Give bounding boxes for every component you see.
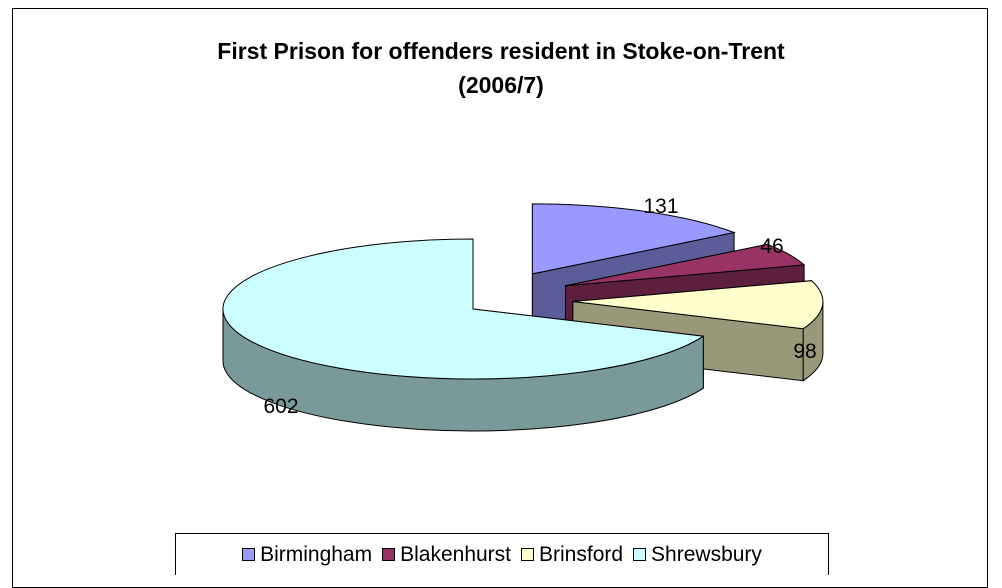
legend-swatch-brinsford [521,548,535,561]
data-label-brinsford: 98 [793,340,816,363]
data-label-blakenhurst: 46 [760,235,783,258]
legend-label-birmingham: Birmingham [260,542,373,566]
legend-swatch-birmingham [242,548,256,561]
legend-item-blakenhurst: Blakenhurst [382,543,511,567]
chart-title-line2: (2006/7) [458,72,544,98]
data-label-birmingham: 131 [643,195,678,218]
data-label-shrewsbury: 602 [263,395,298,418]
chart-legend: Birmingham Blakenhurst Brinsford Shrewsbury [175,533,829,575]
legend-swatch-shrewsbury [633,548,647,561]
legend-label-shrewsbury: Shrewsbury [651,542,762,566]
legend-item-brinsford: Brinsford [521,543,623,567]
chart-frame [12,8,988,588]
legend-label-brinsford: Brinsford [539,542,624,566]
legend-label-blakenhurst: Blakenhurst [400,542,512,566]
legend-item-birmingham: Birmingham [242,543,372,567]
legend-item-shrewsbury: Shrewsbury [633,543,762,567]
slice-shrewsbury [222,238,705,432]
chart-title: First Prison for offenders resident in S… [0,34,1002,102]
chart-title-line1: First Prison for offenders resident in S… [217,38,785,64]
pie-chart-plot: 131 46 98 602 [222,195,824,432]
legend-swatch-blakenhurst [382,548,396,561]
